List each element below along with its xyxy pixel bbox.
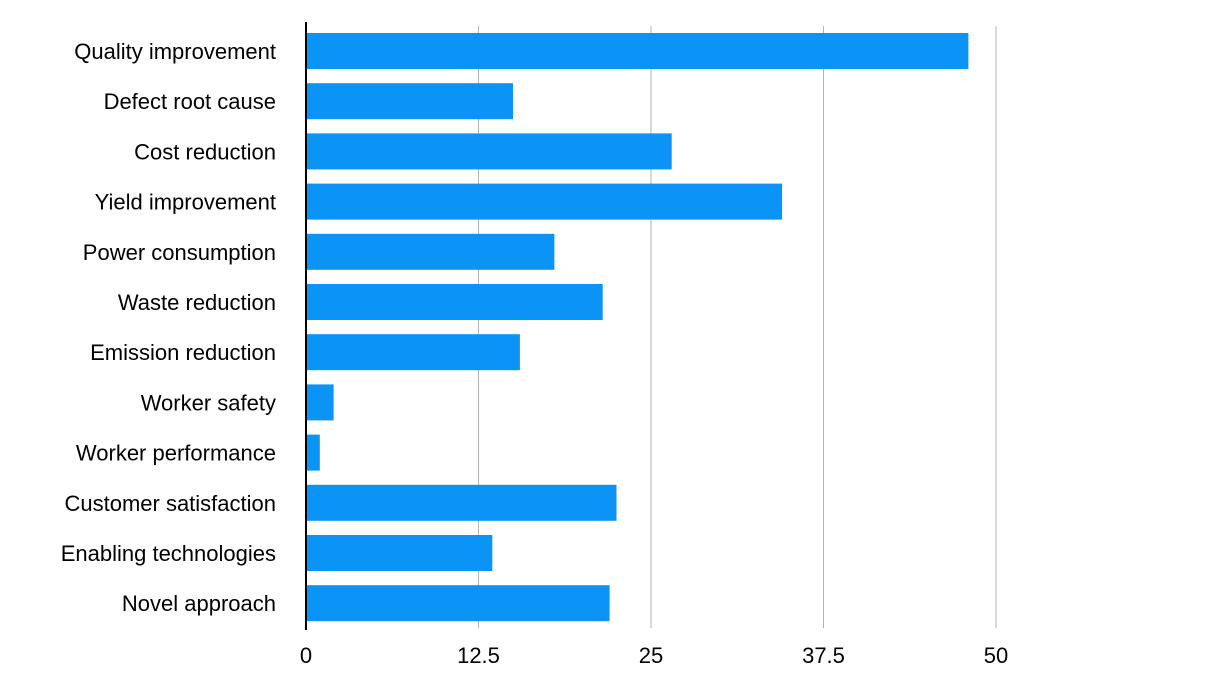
bar xyxy=(306,133,672,170)
bar xyxy=(306,384,334,421)
category-label: Worker safety xyxy=(141,390,276,415)
bar xyxy=(306,33,969,69)
bar xyxy=(306,233,555,270)
category-label: Power consumption xyxy=(83,240,276,265)
bar xyxy=(306,284,603,320)
bar xyxy=(306,334,520,371)
category-label: Customer satisfaction xyxy=(64,491,276,516)
x-tick-label: 25 xyxy=(639,643,663,668)
bar xyxy=(306,535,493,571)
category-label: Waste reduction xyxy=(118,290,276,315)
category-labels: Quality improvement Defect root cause Cost… xyxy=(61,39,276,616)
category-label: Defect root cause xyxy=(104,89,276,114)
x-tick-label: 50 xyxy=(984,643,1008,668)
bar xyxy=(306,83,513,120)
x-tick-label: 0 xyxy=(300,643,312,668)
bar xyxy=(306,484,617,521)
bar xyxy=(306,434,320,471)
category-label: Novel approach xyxy=(122,591,276,616)
bar xyxy=(306,183,783,220)
x-tick-label: 37.5 xyxy=(802,643,845,668)
category-label: Enabling technologies xyxy=(61,541,276,566)
bar-layer xyxy=(306,33,969,622)
category-label: Quality improvement xyxy=(74,39,276,64)
x-tick-labels: 0 12.5 25 37.5 50 xyxy=(300,643,1008,668)
grid-layer xyxy=(478,26,997,628)
bar xyxy=(306,585,610,622)
x-tick-label: 12.5 xyxy=(457,643,500,668)
category-label: Cost reduction xyxy=(134,139,276,164)
category-label: Emission reduction xyxy=(90,340,276,365)
category-label: Yield improvement xyxy=(95,190,276,215)
category-label: Worker performance xyxy=(76,441,276,466)
